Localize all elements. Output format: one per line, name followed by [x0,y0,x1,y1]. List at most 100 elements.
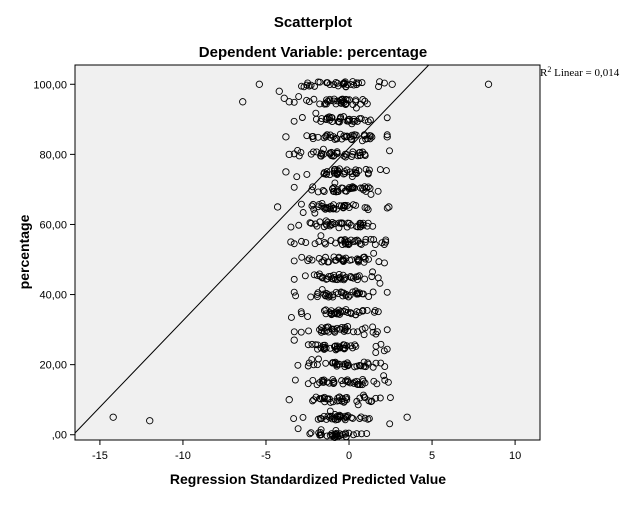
data-point [329,398,337,406]
data-point-outlier [273,203,282,211]
data-point [337,100,345,107]
data-point [319,145,327,153]
data-point [334,360,342,368]
data-point [305,327,313,335]
data-point [301,272,309,280]
data-point [374,187,382,195]
data-point [335,219,343,227]
data-point [294,146,302,154]
data-point [341,416,349,424]
data-point [350,115,358,123]
data-point [322,217,330,225]
y-tick-label: 20,00 [39,360,67,372]
data-point [370,236,378,244]
data-point [348,120,356,128]
data-point [297,148,305,156]
data-point [336,118,343,126]
data-point [344,362,352,370]
data-point [313,293,321,301]
data-point [345,240,353,248]
data-point [338,431,346,439]
data-point [361,414,369,422]
data-point [290,288,298,296]
data-point [345,361,352,369]
data-point [318,376,326,384]
data-point [368,397,376,405]
data-point [316,414,324,422]
data-point [354,401,362,409]
data-point [364,360,372,368]
data-point [316,270,323,278]
x-axis: -15 -10 -5 0 5 10 [92,440,521,462]
data-point [325,293,333,301]
data-point [331,309,339,317]
data-point [294,425,302,433]
data-point [297,328,305,336]
data-point [353,380,361,388]
data-point [318,286,326,294]
data-point [307,150,315,158]
data-points [109,78,493,441]
data-point [287,223,295,231]
data-point [310,95,318,103]
data-point [307,293,315,301]
data-point [313,222,321,230]
data-point [290,98,298,106]
data-point [326,222,334,230]
data-point [358,79,366,87]
data-point [344,219,352,227]
data-point [333,397,341,405]
data-point [352,342,360,350]
data-point [326,309,334,316]
data-point [333,135,341,143]
data-point [304,380,312,388]
data-point [376,279,384,287]
data-point [357,240,365,248]
data-point [343,413,351,421]
data-point-outlier [282,168,290,176]
data-point [312,393,320,401]
data-point [367,398,375,406]
data-point [306,430,314,438]
data-point [325,379,333,387]
data-point [339,204,347,212]
data-point [329,376,337,384]
data-point [308,356,316,364]
data-point [302,239,310,247]
data-point [336,273,344,281]
data-point [309,397,316,405]
data-point [342,306,350,313]
data-point-outlier [484,80,493,88]
data-point [318,324,325,332]
data-point [381,259,388,267]
data-point [383,204,391,212]
data-point [347,342,355,350]
data-point [323,96,330,104]
data-point [342,394,350,402]
data-point [364,415,372,423]
data-point [369,268,376,276]
data-point [316,100,324,108]
data-point [325,113,333,121]
data-point [315,238,323,246]
data-point [333,150,341,158]
data-point [358,137,366,145]
data-point [332,78,340,86]
data-point [306,219,314,227]
data-point [367,132,375,140]
data-point [326,205,334,213]
data-point [335,270,343,278]
data-point-outlier [109,413,117,421]
r2-label: R2 Linear = 0,014 [540,65,620,79]
data-point [381,376,389,384]
data-point [361,204,369,212]
data-point [318,431,325,439]
data-point [361,324,369,332]
x-axis-label: Regression Standardized Predicted Value [170,471,446,487]
data-point [380,347,388,355]
chart-subtitle: Dependent Variable: percentage [199,44,427,61]
data-point [357,115,365,123]
data-point [375,83,382,91]
data-point [369,363,377,371]
data-point [330,379,338,387]
